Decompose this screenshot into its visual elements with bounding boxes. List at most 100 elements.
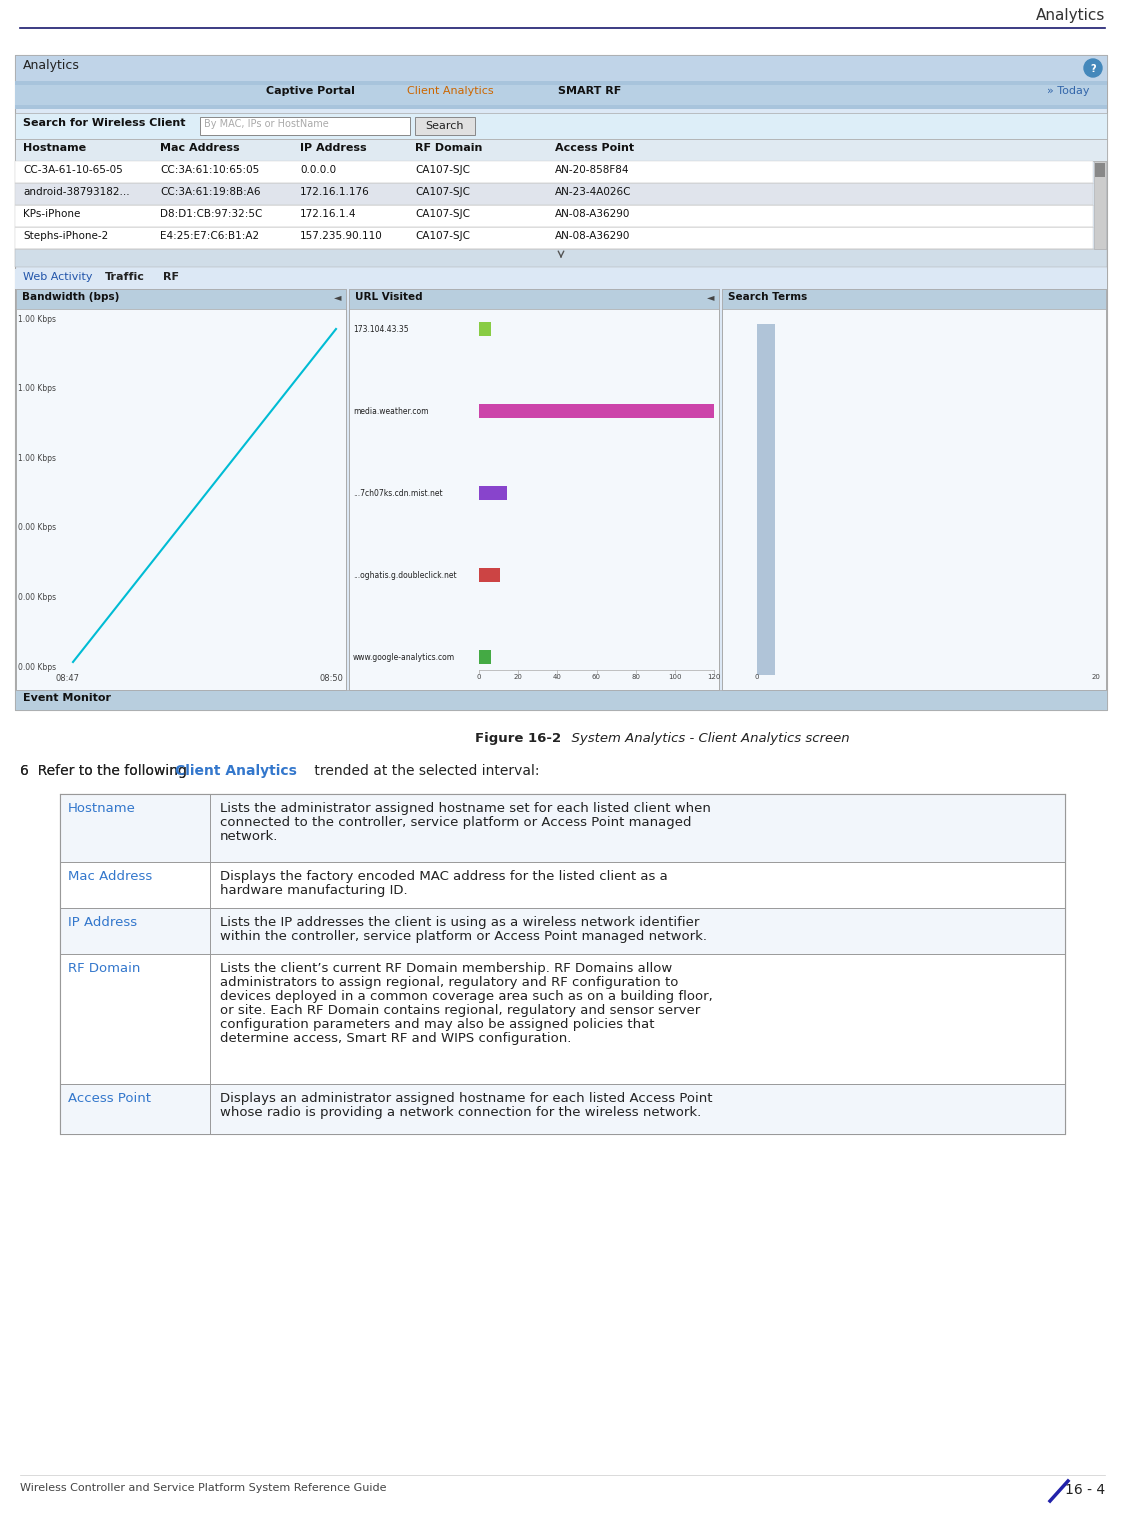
Text: Event Monitor: Event Monitor bbox=[22, 694, 111, 703]
Text: IP Address: IP Address bbox=[68, 915, 137, 929]
Text: Client Analytics: Client Analytics bbox=[176, 764, 297, 779]
Text: configuration parameters and may also be assigned policies that: configuration parameters and may also be… bbox=[220, 1019, 655, 1031]
Bar bbox=[1094, 161, 1106, 249]
Text: 0.00 Kbps: 0.00 Kbps bbox=[18, 524, 56, 533]
Text: Lists the administrator assigned hostname set for each listed client when: Lists the administrator assigned hostnam… bbox=[220, 802, 711, 815]
Text: connected to the controller, service platform or Access Point managed: connected to the controller, service pla… bbox=[220, 817, 692, 829]
Text: devices deployed in a common coverage area such as on a building floor,: devices deployed in a common coverage ar… bbox=[220, 990, 713, 1003]
Circle shape bbox=[1084, 59, 1102, 77]
Bar bbox=[15, 112, 1107, 140]
Text: IP Address: IP Address bbox=[300, 143, 367, 153]
Text: ◄: ◄ bbox=[706, 291, 714, 302]
Text: ...7ch07ks.cdn.mist.net: ...7ch07ks.cdn.mist.net bbox=[353, 489, 442, 498]
Text: ◄: ◄ bbox=[334, 291, 342, 302]
Bar bbox=[60, 794, 1065, 1134]
Text: RF Domain: RF Domain bbox=[415, 143, 483, 153]
Text: Analytics: Analytics bbox=[22, 59, 80, 71]
Text: 6  Refer to the following: 6 Refer to the following bbox=[20, 764, 191, 779]
Bar bbox=[415, 117, 475, 135]
Text: Hostname: Hostname bbox=[22, 143, 87, 153]
Text: 172.16.1.4: 172.16.1.4 bbox=[300, 209, 357, 219]
Text: CC:3A:61:10:65:05: CC:3A:61:10:65:05 bbox=[160, 165, 259, 175]
Text: Wireless Controller and Service Platform System Reference Guide: Wireless Controller and Service Platform… bbox=[20, 1483, 387, 1494]
Text: Web Activity: Web Activity bbox=[22, 272, 92, 282]
Text: 0: 0 bbox=[477, 674, 482, 680]
Bar bbox=[200, 117, 410, 135]
Text: Search for Wireless Client: Search for Wireless Client bbox=[22, 118, 186, 128]
Bar bbox=[722, 288, 1106, 310]
Bar bbox=[60, 794, 1065, 862]
Bar bbox=[15, 269, 1107, 288]
Text: CA107-SJC: CA107-SJC bbox=[415, 165, 470, 175]
Text: SMART RF: SMART RF bbox=[558, 87, 622, 96]
Bar bbox=[15, 184, 1094, 205]
Bar bbox=[479, 650, 490, 663]
Text: 0: 0 bbox=[755, 674, 759, 680]
Text: » Today: » Today bbox=[1047, 87, 1089, 96]
Text: 0.0.0.0: 0.0.0.0 bbox=[300, 165, 336, 175]
Bar bbox=[15, 80, 1107, 109]
Text: Bandwidth (bps): Bandwidth (bps) bbox=[22, 291, 119, 302]
Text: network.: network. bbox=[220, 830, 278, 842]
Text: 1.00 Kbps: 1.00 Kbps bbox=[18, 384, 56, 393]
Text: Mac Address: Mac Address bbox=[160, 143, 240, 153]
Bar bbox=[15, 161, 1094, 184]
Bar bbox=[349, 288, 719, 310]
Text: 0.00 Kbps: 0.00 Kbps bbox=[18, 662, 56, 671]
Bar bbox=[60, 953, 1065, 1084]
Text: 20: 20 bbox=[1091, 674, 1100, 680]
Bar bbox=[479, 486, 507, 499]
Text: RF: RF bbox=[163, 272, 179, 282]
Text: 40: 40 bbox=[552, 674, 561, 680]
Text: Traffic: Traffic bbox=[105, 272, 145, 282]
Text: Lists the IP addresses the client is using as a wireless network identifier: Lists the IP addresses the client is usi… bbox=[220, 915, 700, 929]
Bar bbox=[60, 862, 1065, 908]
Text: URL Visited: URL Visited bbox=[356, 291, 423, 302]
Bar bbox=[16, 288, 346, 310]
Text: AN-20-858F84: AN-20-858F84 bbox=[555, 165, 630, 175]
Bar bbox=[479, 404, 714, 417]
Text: CC:3A:61:19:8B:A6: CC:3A:61:19:8B:A6 bbox=[160, 187, 261, 197]
Text: Figure 16-2: Figure 16-2 bbox=[475, 732, 561, 745]
Bar bbox=[757, 323, 775, 676]
Text: ?: ? bbox=[1090, 64, 1096, 74]
Bar bbox=[479, 322, 490, 335]
Text: AN-08-A36290: AN-08-A36290 bbox=[555, 209, 630, 219]
Text: CA107-SJC: CA107-SJC bbox=[415, 187, 470, 197]
Text: within the controller, service platform or Access Point managed network.: within the controller, service platform … bbox=[220, 931, 706, 943]
Text: media.weather.com: media.weather.com bbox=[353, 407, 429, 416]
Text: 60: 60 bbox=[592, 674, 601, 680]
Text: D8:D1:CB:97:32:5C: D8:D1:CB:97:32:5C bbox=[160, 209, 262, 219]
Bar bbox=[60, 908, 1065, 953]
Text: 08:47: 08:47 bbox=[56, 674, 80, 683]
Bar bbox=[15, 85, 1107, 105]
Bar bbox=[15, 55, 1107, 80]
Text: System Analytics - Client Analytics screen: System Analytics - Client Analytics scre… bbox=[562, 732, 849, 745]
Text: android-38793182...: android-38793182... bbox=[22, 187, 129, 197]
Text: 1.00 Kbps: 1.00 Kbps bbox=[18, 314, 56, 323]
Text: CC-3A-61-10-65-05: CC-3A-61-10-65-05 bbox=[22, 165, 123, 175]
Text: AN-23-4A026C: AN-23-4A026C bbox=[555, 187, 631, 197]
Text: www.google-analytics.com: www.google-analytics.com bbox=[353, 653, 456, 662]
Text: 173.104.43.35: 173.104.43.35 bbox=[353, 325, 408, 334]
Text: Displays the factory encoded MAC address for the listed client as a: Displays the factory encoded MAC address… bbox=[220, 870, 668, 883]
Text: E4:25:E7:C6:B1:A2: E4:25:E7:C6:B1:A2 bbox=[160, 231, 259, 241]
Text: CA107-SJC: CA107-SJC bbox=[415, 209, 470, 219]
Text: Client Analytics: Client Analytics bbox=[407, 87, 493, 96]
Text: administrators to assign regional, regulatory and RF configuration to: administrators to assign regional, regul… bbox=[220, 976, 678, 990]
Text: or site. Each RF Domain contains regional, regulatory and sensor server: or site. Each RF Domain contains regiona… bbox=[220, 1003, 700, 1017]
Text: 0.00 Kbps: 0.00 Kbps bbox=[18, 594, 56, 603]
Bar bbox=[15, 249, 1107, 267]
Text: Mac Address: Mac Address bbox=[68, 870, 152, 883]
Bar bbox=[16, 288, 346, 691]
Text: By MAC, IPs or HostName: By MAC, IPs or HostName bbox=[204, 118, 328, 129]
Text: hardware manufacturing ID.: hardware manufacturing ID. bbox=[220, 883, 407, 897]
Bar bbox=[349, 288, 719, 691]
Text: AN-08-A36290: AN-08-A36290 bbox=[555, 231, 630, 241]
Text: 08:50: 08:50 bbox=[319, 674, 343, 683]
Text: 120: 120 bbox=[708, 674, 721, 680]
Text: 100: 100 bbox=[668, 674, 682, 680]
Text: Analytics: Analytics bbox=[1036, 8, 1105, 23]
Bar bbox=[722, 288, 1106, 691]
Text: 6  Refer to the following: 6 Refer to the following bbox=[20, 764, 191, 779]
